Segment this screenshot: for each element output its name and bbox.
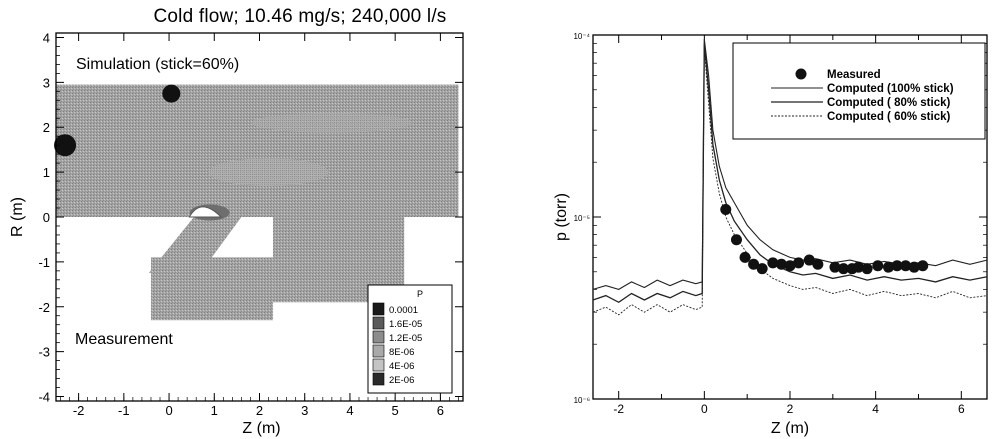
x-tick-label: 4 [346, 403, 353, 418]
chart-title: Cold flow; 10.46 mg/s; 240,000 l/s [153, 6, 447, 27]
measured-point [784, 260, 796, 272]
measured-point [838, 263, 850, 275]
x-tick-label: 0 [165, 403, 172, 418]
y-tick-label: -4 [38, 390, 50, 405]
y-tick-label: -3 [38, 345, 50, 360]
legend-entry: 0.0001 [389, 305, 418, 316]
legend-title: P [417, 289, 423, 299]
pressure-source-left [54, 134, 77, 157]
legend-entry: Computed ( 80% stick) [827, 97, 950, 109]
measured-point [803, 254, 815, 266]
legend-swatch [372, 330, 385, 344]
legend-entry: 2E-06 [389, 375, 414, 386]
x-tick-label: 1 [211, 403, 218, 418]
legend-entry: Computed (100% stick) [827, 83, 954, 95]
y-tick-label: 3 [43, 75, 50, 90]
y-tick-label: 10⁻⁶ [574, 396, 590, 405]
legend-swatch [372, 344, 385, 358]
measured-point [720, 203, 732, 215]
plume-patch [208, 158, 329, 187]
measured-point [739, 251, 751, 263]
measured-point [908, 261, 920, 273]
measured-point [730, 234, 742, 246]
inlet-notch [188, 206, 223, 218]
plume-patch-upper [251, 112, 412, 133]
legend-marker [795, 68, 807, 80]
measured-point [883, 261, 894, 273]
x-tick-label: -2 [73, 403, 85, 418]
pressure-source-top [162, 84, 181, 103]
y-tick-label: 2 [43, 120, 50, 135]
measured-point [756, 263, 768, 275]
legend-entry: 4E-06 [389, 361, 414, 372]
duct-region [148, 217, 242, 274]
y-axis-label: p (torr) [553, 193, 570, 241]
x-tick-label: -2 [613, 402, 624, 416]
legend-entry: 8E-06 [389, 347, 414, 358]
y-tick-label: 0 [43, 210, 50, 225]
y-tick-label: -1 [38, 255, 50, 270]
x-tick-label: -1 [118, 403, 130, 418]
legend-entry: Measured [827, 69, 881, 81]
y-tick-label: 10⁻⁴ [573, 32, 590, 41]
y-tick-label: 4 [43, 30, 50, 45]
measured-point [812, 258, 824, 270]
contour-plot: -4 -3 -2 -1 0 1 2 3 4 -2 -1 0 1 2 3 4 5 6 Z (m) R (m) Simula… [9, 30, 464, 437]
legend-entry: Computed ( 60% stick) [827, 111, 950, 123]
legend-entry: 1.2E-05 [389, 333, 422, 344]
x-tick-label: 2 [256, 403, 263, 418]
measured-point [917, 260, 929, 272]
legend-box [732, 42, 986, 140]
legend-swatch [372, 302, 385, 316]
measured-point [767, 257, 779, 269]
measured-point [775, 258, 787, 270]
x-axis-label: Z (m) [771, 420, 809, 437]
legend-entry: 1.6E-05 [389, 319, 422, 330]
x-tick-label: 3 [301, 403, 308, 418]
series-line [592, 47, 988, 316]
measured-point [861, 263, 873, 275]
annotation-measurement: Measurement [75, 331, 173, 348]
measured-point [872, 260, 884, 272]
y-tick-label: 1 [43, 165, 50, 180]
x-tick-label: 4 [872, 402, 879, 416]
x-tick-label: 2 [787, 402, 794, 416]
annotation-simulation: Simulation (stick=60%) [76, 56, 239, 73]
x-tick-label: 0 [701, 402, 708, 416]
pressure-profile-plot: 10⁻⁴ 10⁻⁵ 10⁻⁶ -2 0 2 4 6 Z (m) p (torr) Measured C… [553, 32, 988, 437]
legend-swatch [372, 316, 385, 330]
x-tick-label: 5 [392, 403, 399, 418]
measured-point [793, 257, 805, 269]
domain-region-upper [56, 84, 459, 217]
measured-point [748, 258, 760, 270]
x-axis-label: Z (m) [242, 420, 280, 437]
y-axis-label: R (m) [9, 197, 26, 237]
legend-swatch [372, 372, 385, 386]
y-tick-label: -2 [38, 300, 50, 315]
x-tick-label: 6 [437, 403, 444, 418]
x-tick-label: 6 [958, 402, 965, 416]
measured-point [900, 260, 912, 272]
measured-point [829, 261, 841, 273]
series-line [592, 43, 988, 304]
y-tick-label: 10⁻⁵ [574, 214, 590, 223]
measured-point [853, 261, 865, 273]
measured-point [891, 260, 903, 272]
legend-swatch [372, 358, 385, 372]
